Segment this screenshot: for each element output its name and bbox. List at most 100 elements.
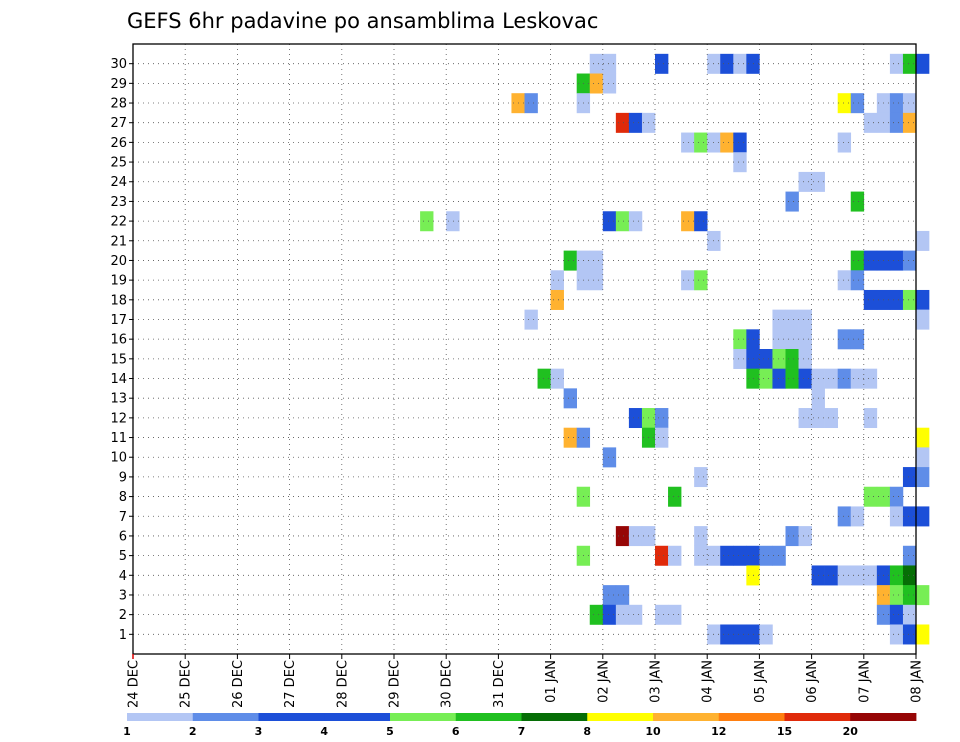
heatmap-cell xyxy=(694,467,708,488)
heatmap-cell xyxy=(550,289,564,310)
heatmap-cell xyxy=(916,309,930,330)
heatmap-cell xyxy=(563,250,577,271)
heatmap-cell xyxy=(720,132,734,153)
colorbar-label: 5 xyxy=(386,725,394,738)
y-tick-label: 23 xyxy=(110,195,127,210)
y-tick-label: 24 xyxy=(110,175,127,190)
heatmap-cell xyxy=(694,545,708,566)
heatmap-cell xyxy=(615,604,630,625)
y-axis: 1234567891011121314151617181920212223242… xyxy=(110,57,133,643)
heatmap-cell xyxy=(902,250,917,271)
colorbar-label: 15 xyxy=(777,725,792,738)
heatmap-cell xyxy=(863,250,878,271)
heatmap-cell xyxy=(837,270,852,291)
heatmap-cell xyxy=(602,211,617,232)
heatmap-cell xyxy=(772,349,786,369)
heatmap-cell xyxy=(785,368,799,389)
heatmap-cell xyxy=(615,211,630,232)
heatmap-cell xyxy=(694,132,708,153)
heatmap-cell xyxy=(863,289,878,310)
y-tick-label: 6 xyxy=(119,529,127,544)
heatmap-cell xyxy=(837,329,852,350)
y-tick-label: 22 xyxy=(110,215,127,230)
heatmap-cell xyxy=(916,230,930,251)
heatmap-cell xyxy=(889,112,904,133)
y-tick-label: 4 xyxy=(119,569,127,584)
colorbar-label: 3 xyxy=(255,725,263,738)
heatmap-cell xyxy=(655,545,669,566)
y-tick-label: 26 xyxy=(110,136,127,151)
heatmap-cell xyxy=(628,604,643,625)
heatmap-cell xyxy=(798,368,812,389)
heatmap-cell xyxy=(798,526,812,547)
heatmap-cell xyxy=(889,486,904,507)
heatmap-cell xyxy=(628,211,643,232)
chart-title: GEFS 6hr padavine po ansamblima Leskovac xyxy=(127,9,598,33)
heatmap-cell xyxy=(772,545,786,566)
heatmap-cell xyxy=(563,388,577,409)
x-tick-label: 03 JAN xyxy=(649,660,664,703)
heatmap-cell xyxy=(759,368,773,389)
heatmap-cell xyxy=(694,211,708,232)
heatmap-cell xyxy=(537,368,551,389)
heatmap-cell xyxy=(798,349,812,369)
x-tick-label: 30 DEC xyxy=(440,660,455,708)
heatmap-cell xyxy=(889,604,904,625)
heatmap-cell xyxy=(902,604,917,625)
heatmap-cell xyxy=(628,526,643,547)
heatmap-cell xyxy=(589,604,604,625)
x-tick-label: 26 DEC xyxy=(231,660,246,708)
heatmap-cell xyxy=(916,585,930,606)
heatmap-cell xyxy=(837,93,852,114)
y-tick-label: 29 xyxy=(110,77,127,92)
colorbar-segment xyxy=(390,713,457,721)
heatmap-cell xyxy=(850,250,865,271)
colorbar-segment xyxy=(258,713,325,721)
colorbar-label: 12 xyxy=(711,725,726,738)
heatmap-cell xyxy=(733,53,747,74)
y-tick-label: 8 xyxy=(119,490,127,505)
colorbar-label: 8 xyxy=(583,725,591,738)
y-tick-label: 21 xyxy=(110,234,127,249)
colorbar-segment xyxy=(718,713,785,721)
heatmap-cell xyxy=(902,289,917,310)
heatmap-cell xyxy=(694,526,708,547)
colorbar-segment xyxy=(784,713,851,721)
heatmap-cell xyxy=(785,309,799,330)
heatmap-cell xyxy=(655,53,669,74)
heatmap-cell xyxy=(916,447,930,468)
heatmap-cell xyxy=(902,565,917,586)
heatmap-cell xyxy=(889,93,904,114)
heatmap-cell xyxy=(785,526,799,547)
heatmap-cell xyxy=(550,368,564,389)
heatmap-cell xyxy=(902,53,917,74)
y-tick-label: 27 xyxy=(110,116,127,131)
y-tick-label: 5 xyxy=(119,549,127,564)
x-tick-label: 08 JAN xyxy=(910,660,925,703)
heatmap-cell xyxy=(602,447,617,468)
y-tick-label: 3 xyxy=(119,588,127,603)
heatmap-cell xyxy=(798,309,812,330)
heatmap-cell xyxy=(733,349,747,369)
heatmap-cell xyxy=(863,565,878,586)
colorbar-segment xyxy=(850,713,917,721)
y-tick-label: 14 xyxy=(110,372,127,387)
heatmap-cell xyxy=(628,112,643,133)
heatmap-cell xyxy=(759,545,773,566)
heatmap-cell xyxy=(837,506,852,527)
heatmap-cell xyxy=(863,486,878,507)
y-tick-label: 17 xyxy=(110,313,127,328)
heatmap-cell xyxy=(602,604,617,625)
heatmap-cell xyxy=(889,624,904,645)
heatmap-cell xyxy=(759,349,773,369)
heatmap-cell xyxy=(733,545,747,566)
heatmap-cell xyxy=(916,506,930,527)
colorbar-label: 6 xyxy=(452,725,460,738)
heatmap-cell xyxy=(589,270,604,291)
y-tick-label: 19 xyxy=(110,274,127,289)
x-tick-label: 28 DEC xyxy=(335,660,350,708)
heatmap-cell xyxy=(772,329,786,350)
x-tick-label: 24 DEC xyxy=(127,660,142,708)
heatmap-cell xyxy=(850,270,865,291)
heatmap-cell xyxy=(889,585,904,606)
